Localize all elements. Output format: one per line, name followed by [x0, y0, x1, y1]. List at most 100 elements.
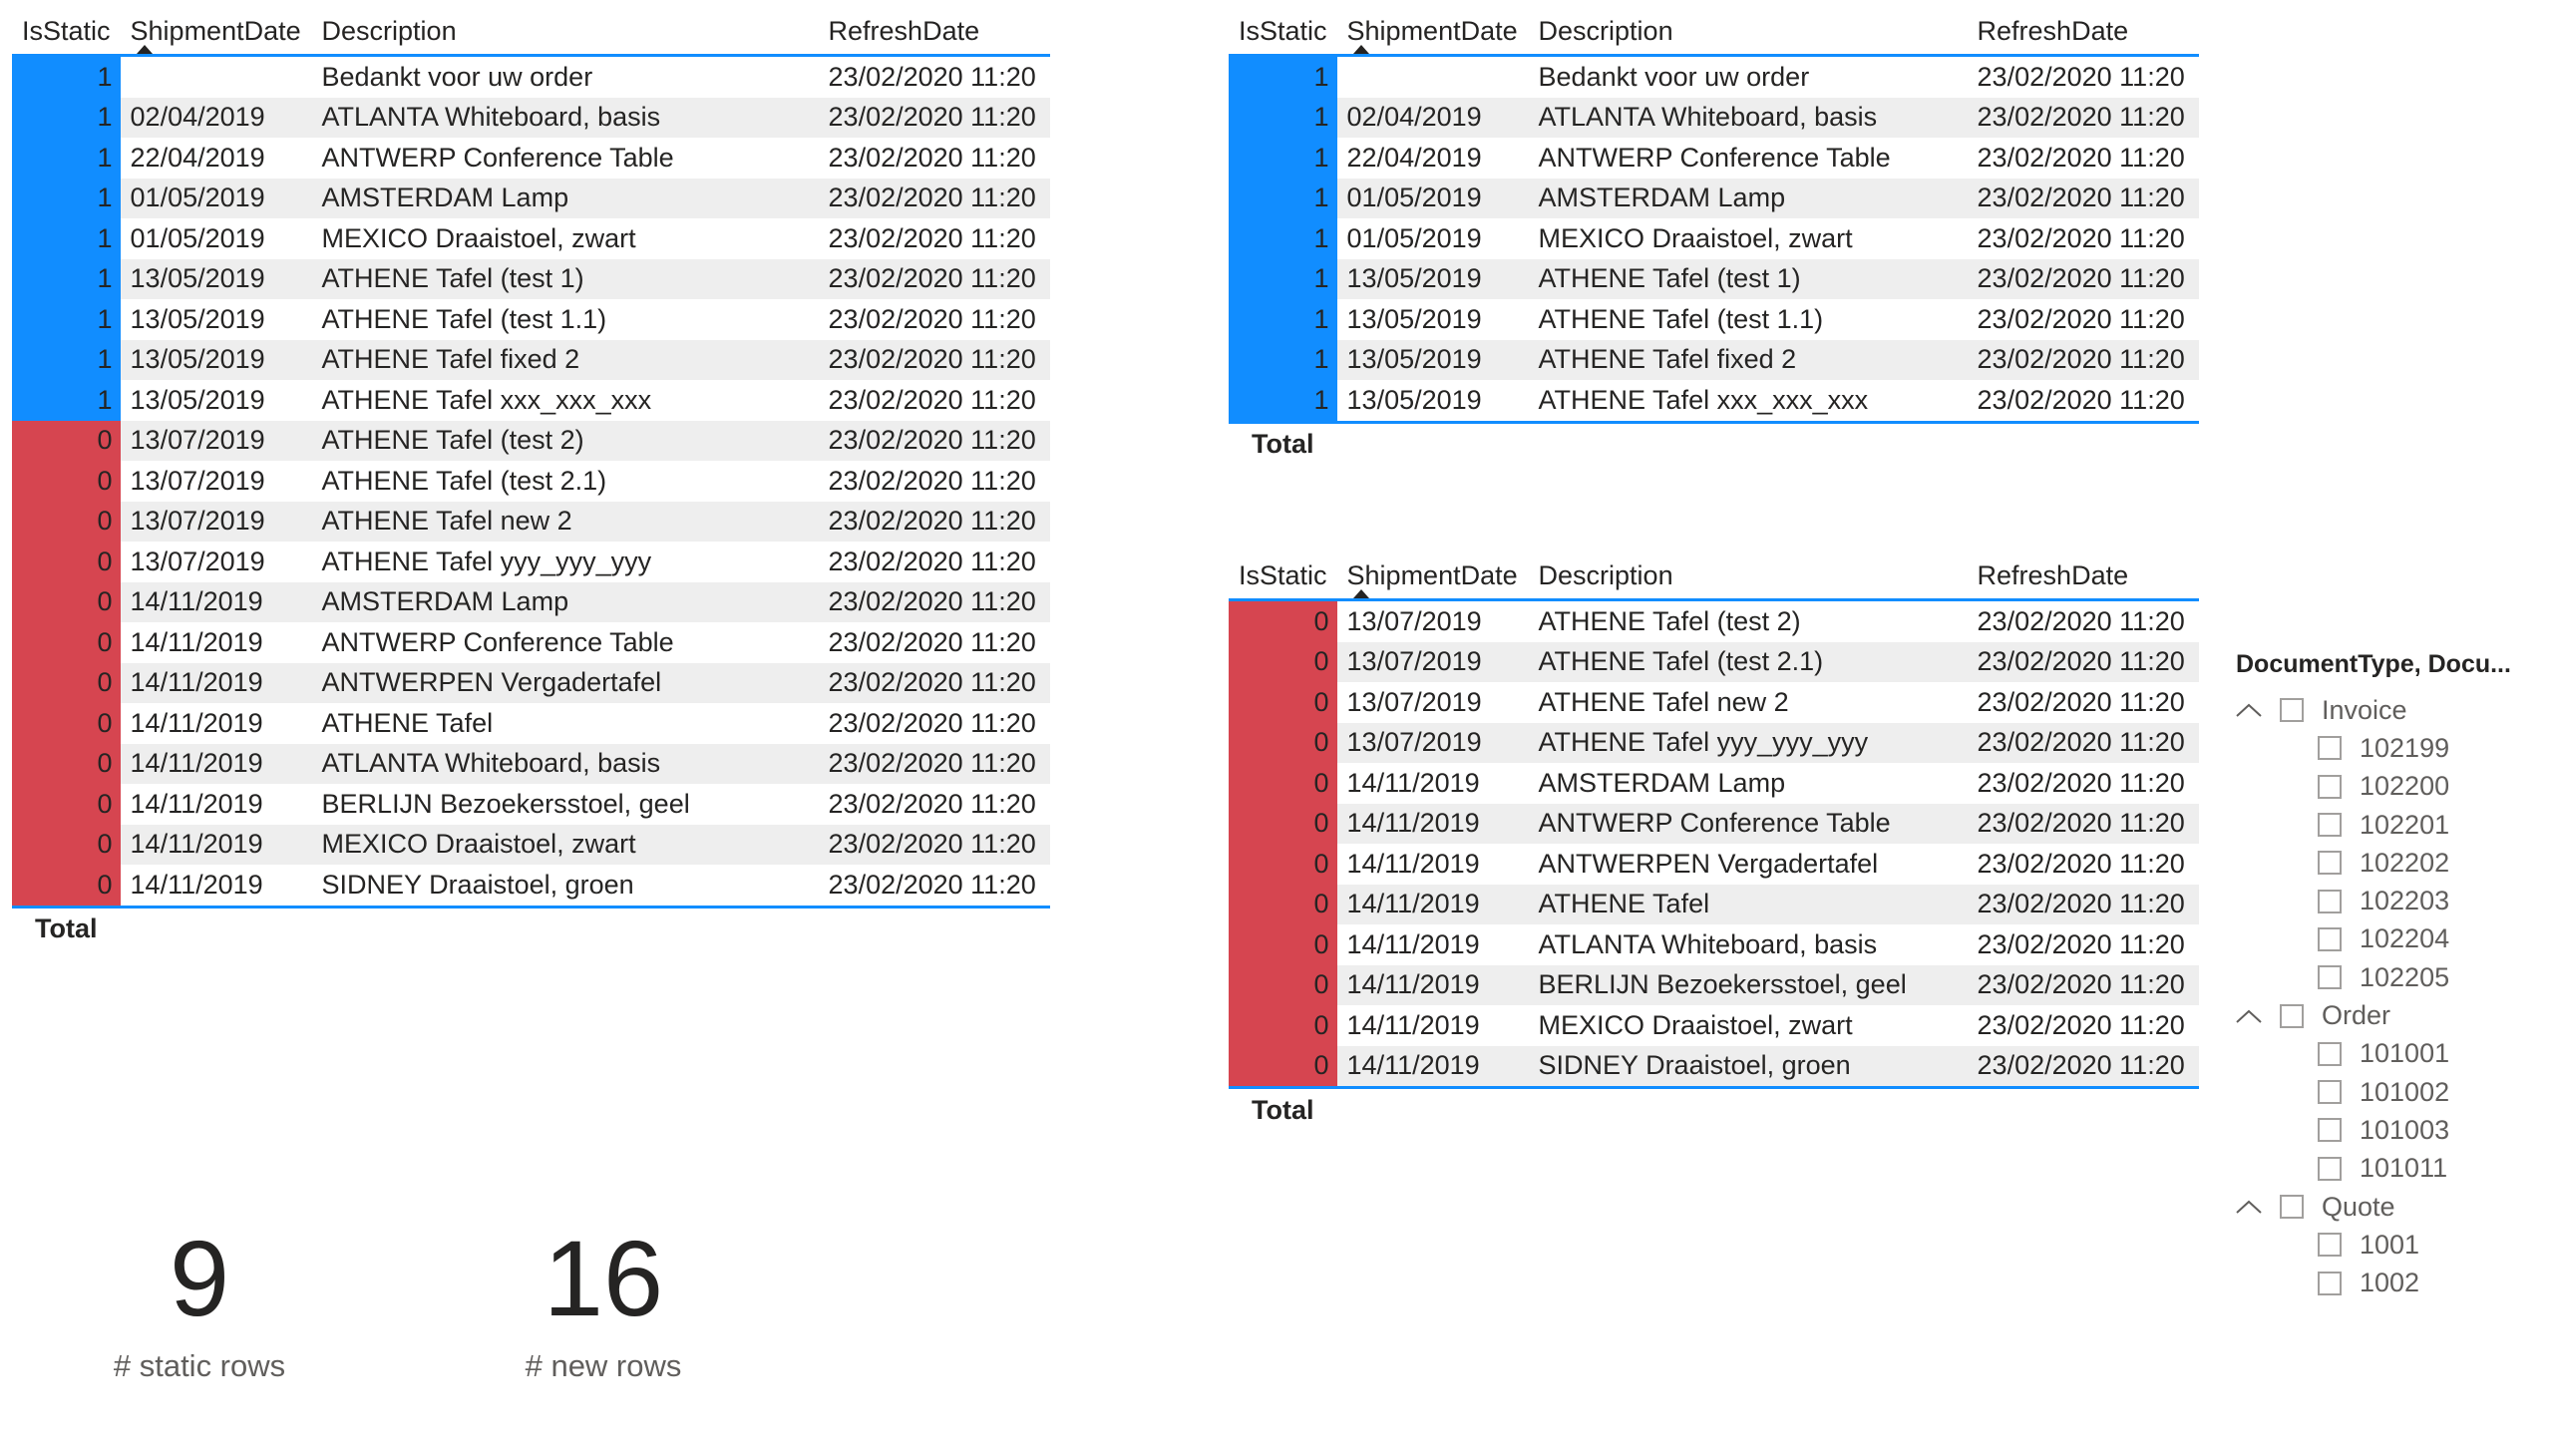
table-row[interactable]: 0 14/11/2019 SIDNEY Draaistoel, groen 23/02…: [1229, 1045, 2199, 1088]
checkbox-icon[interactable]: [2318, 1041, 2342, 1066]
col-header-shipmentdate[interactable]: ShipmentDate: [1337, 552, 1529, 600]
col-header-shipmentdate[interactable]: ShipmentDate: [121, 8, 312, 56]
checkbox-icon[interactable]: [2318, 851, 2342, 876]
table-row[interactable]: 1 13/05/2019 ATHENE Tafel xxx_xxx_xxx 23/02…: [1229, 380, 2199, 422]
table-row[interactable]: 1 22/04/2019 ANTWERP Conference Table 23/02…: [12, 138, 1050, 179]
col-header-description[interactable]: Description: [1538, 559, 1673, 590]
slicer-item[interactable]: 101001: [2236, 1035, 2535, 1073]
refresh-date-cell: 23/02/2020 11:20: [818, 258, 1050, 299]
table-row[interactable]: 0 14/11/2019 ANTWERP Conference Table 23/02…: [1229, 803, 2199, 844]
isstatic-cell: 1: [1229, 178, 1337, 218]
checkbox-icon[interactable]: [2318, 1233, 2342, 1258]
table-row[interactable]: 0 13/07/2019 ATHENE Tafel (test 2) 23/02/20…: [1229, 599, 2199, 642]
slicer-item[interactable]: 1002: [2236, 1264, 2535, 1301]
col-header-isstatic[interactable]: IsStatic: [1239, 559, 1327, 590]
checkbox-icon[interactable]: [2318, 1271, 2342, 1295]
table-row[interactable]: 1 02/04/2019 ATLANTA Whiteboard, basis 23/0…: [12, 97, 1050, 138]
description-cell: AMSTERDAM Lamp: [1538, 767, 1786, 798]
table-row[interactable]: 0 14/11/2019 MEXICO Draaistoel, zwart 23/02…: [12, 824, 1050, 865]
slicer-group-invoice[interactable]: Invoice: [2236, 691, 2535, 729]
chevron-up-icon[interactable]: [2236, 1200, 2262, 1214]
col-header-description[interactable]: Description: [321, 15, 457, 46]
slicer-item[interactable]: 102201: [2236, 806, 2535, 844]
table-row[interactable]: 1 13/05/2019 ATHENE Tafel (test 1.1) 23/02/…: [12, 299, 1050, 340]
table-row[interactable]: 0 13/07/2019 ATHENE Tafel yyy_yyy_yyy 23/02…: [12, 542, 1050, 582]
table-row[interactable]: 0 14/11/2019 BERLIJN Bezoekersstoel, geel 2…: [12, 784, 1050, 825]
slicer-item[interactable]: 1001: [2236, 1226, 2535, 1264]
table-row[interactable]: 0 13/07/2019 ATHENE Tafel (test 2.1) 23/02/…: [1229, 641, 2199, 682]
slicer-group-quote[interactable]: Quote: [2236, 1188, 2535, 1226]
table-row[interactable]: 0 13/07/2019 ATHENE Tafel (test 2) 23/02/20…: [12, 420, 1050, 461]
slicer-group-label: Invoice: [2322, 694, 2407, 725]
checkbox-icon[interactable]: [2280, 698, 2304, 723]
checkbox-icon[interactable]: [2318, 774, 2342, 799]
table-row[interactable]: 1 01/05/2019 AMSTERDAM Lamp 23/02/2020 11:2…: [1229, 178, 2199, 218]
col-header-refreshdate[interactable]: RefreshDate: [1977, 15, 2129, 46]
table-row[interactable]: 1 13/05/2019 ATHENE Tafel (test 1.1) 23/02/…: [1229, 299, 2199, 340]
checkbox-icon[interactable]: [2280, 1195, 2304, 1219]
table-row[interactable]: 1 01/05/2019 AMSTERDAM Lamp 23/02/2020 11:2…: [12, 178, 1050, 218]
table-row[interactable]: 1 22/04/2019 ANTWERP Conference Table 23/02…: [1229, 138, 2199, 179]
table-row[interactable]: 1 01/05/2019 MEXICO Draaistoel, zwart 23/02…: [12, 218, 1050, 259]
all-rows-table: IsStatic ShipmentDate Description Refres…: [12, 8, 1050, 950]
table-row[interactable]: 0 14/11/2019 SIDNEY Draaistoel, groen 23/02…: [12, 865, 1050, 907]
table-row[interactable]: 1 Bedankt voor uw order 23/02/2020 11:20: [12, 55, 1050, 98]
slicer-item[interactable]: 102199: [2236, 729, 2535, 767]
checkbox-icon[interactable]: [2318, 965, 2342, 990]
table-row[interactable]: 1 02/04/2019 ATLANTA Whiteboard, basis 23/0…: [1229, 97, 2199, 138]
slicer-item[interactable]: 101003: [2236, 1111, 2535, 1149]
table-row[interactable]: 1 13/05/2019 ATHENE Tafel (test 1) 23/02/20…: [1229, 258, 2199, 299]
table-row[interactable]: 0 13/07/2019 ATHENE Tafel (test 2.1) 23/02/…: [12, 461, 1050, 502]
shipment-date-cell: 13/05/2019: [1346, 384, 1482, 415]
table-row[interactable]: 0 14/11/2019 ANTWERPEN Vergadertafel 23/02/…: [1229, 844, 2199, 885]
checkbox-icon[interactable]: [2318, 1118, 2342, 1143]
refresh-date-cell: 23/02/2020 11:20: [1977, 303, 2185, 334]
slicer-group-order[interactable]: Order: [2236, 996, 2535, 1034]
slicer-item[interactable]: 102202: [2236, 844, 2535, 882]
checkbox-icon[interactable]: [2318, 1080, 2342, 1105]
checkbox-icon[interactable]: [2318, 1156, 2342, 1181]
col-header-description[interactable]: Description: [1538, 15, 1673, 46]
table-row[interactable]: 0 14/11/2019 MEXICO Draaistoel, zwart 23/02…: [1229, 1005, 2199, 1046]
table-row[interactable]: 1 13/05/2019 ATHENE Tafel fixed 2 23/02/202…: [12, 339, 1050, 380]
slicer-item-label: 102201: [2360, 809, 2450, 840]
table-row[interactable]: 0 13/07/2019 ATHENE Tafel yyy_yyy_yyy 23/02…: [1229, 722, 2199, 763]
isstatic-cell: 0: [12, 743, 121, 784]
table-row[interactable]: 0 14/11/2019 AMSTERDAM Lamp 23/02/2020 11:2…: [12, 581, 1050, 622]
table-row[interactable]: 1 13/05/2019 ATHENE Tafel (test 1) 23/02/20…: [12, 258, 1050, 299]
slicer-item[interactable]: 102200: [2236, 768, 2535, 806]
checkbox-icon[interactable]: [2280, 1003, 2304, 1028]
shipment-date-cell: 14/11/2019: [120, 662, 312, 703]
checkbox-icon[interactable]: [2318, 813, 2342, 838]
chevron-up-icon[interactable]: [2236, 703, 2262, 717]
slicer-item[interactable]: 102205: [2236, 958, 2535, 996]
table-row[interactable]: 0 14/11/2019 ATHENE Tafel 23/02/2020 11:20: [12, 703, 1050, 744]
table-row[interactable]: 1 13/05/2019 ATHENE Tafel fixed 2 23/02/202…: [1229, 339, 2199, 380]
checkbox-icon[interactable]: [2318, 926, 2342, 951]
table-row[interactable]: 0 13/07/2019 ATHENE Tafel new 2 23/02/2020 …: [1229, 682, 2199, 723]
slicer-item[interactable]: 102204: [2236, 920, 2535, 958]
col-header-shipmentdate[interactable]: ShipmentDate: [1337, 8, 1529, 56]
chevron-up-icon[interactable]: [2236, 1009, 2262, 1023]
table-row[interactable]: 0 14/11/2019 ATHENE Tafel 23/02/2020 11:20: [1229, 884, 2199, 924]
shipment-date-cell: 13/05/2019: [1336, 258, 1529, 299]
col-header-refreshdate[interactable]: RefreshDate: [1977, 559, 2129, 590]
checkbox-icon[interactable]: [2318, 736, 2342, 761]
col-header-refreshdate[interactable]: RefreshDate: [828, 15, 980, 46]
slicer-item[interactable]: 101011: [2236, 1150, 2535, 1188]
table-row[interactable]: 0 14/11/2019 AMSTERDAM Lamp 23/02/2020 11:2…: [1229, 763, 2199, 804]
table-row[interactable]: 1 13/05/2019 ATHENE Tafel xxx_xxx_xxx 23/02…: [12, 380, 1050, 421]
slicer-item[interactable]: 102203: [2236, 882, 2535, 919]
table-row[interactable]: 1 Bedankt voor uw order 23/02/2020 11:20: [1229, 55, 2199, 98]
checkbox-icon[interactable]: [2318, 889, 2342, 913]
table-row[interactable]: 0 14/11/2019 BERLIJN Bezoekersstoel, geel 2…: [1229, 964, 2199, 1005]
table-row[interactable]: 0 14/11/2019 ANTWERP Conference Table 23/02…: [12, 622, 1050, 663]
table-row[interactable]: 0 13/07/2019 ATHENE Tafel new 2 23/02/2020 …: [12, 501, 1050, 542]
slicer-item[interactable]: 101002: [2236, 1073, 2535, 1111]
table-row[interactable]: 1 01/05/2019 MEXICO Draaistoel, zwart 23/02…: [1229, 218, 2199, 259]
col-header-isstatic[interactable]: IsStatic: [1239, 15, 1327, 46]
table-row[interactable]: 0 14/11/2019 ATLANTA Whiteboard, basis 23/0…: [12, 743, 1050, 784]
table-row[interactable]: 0 14/11/2019 ATLANTA Whiteboard, basis 23/0…: [1229, 924, 2199, 965]
table-row[interactable]: 0 14/11/2019 ANTWERPEN Vergadertafel 23/02/…: [12, 662, 1050, 703]
col-header-isstatic[interactable]: IsStatic: [22, 15, 111, 46]
